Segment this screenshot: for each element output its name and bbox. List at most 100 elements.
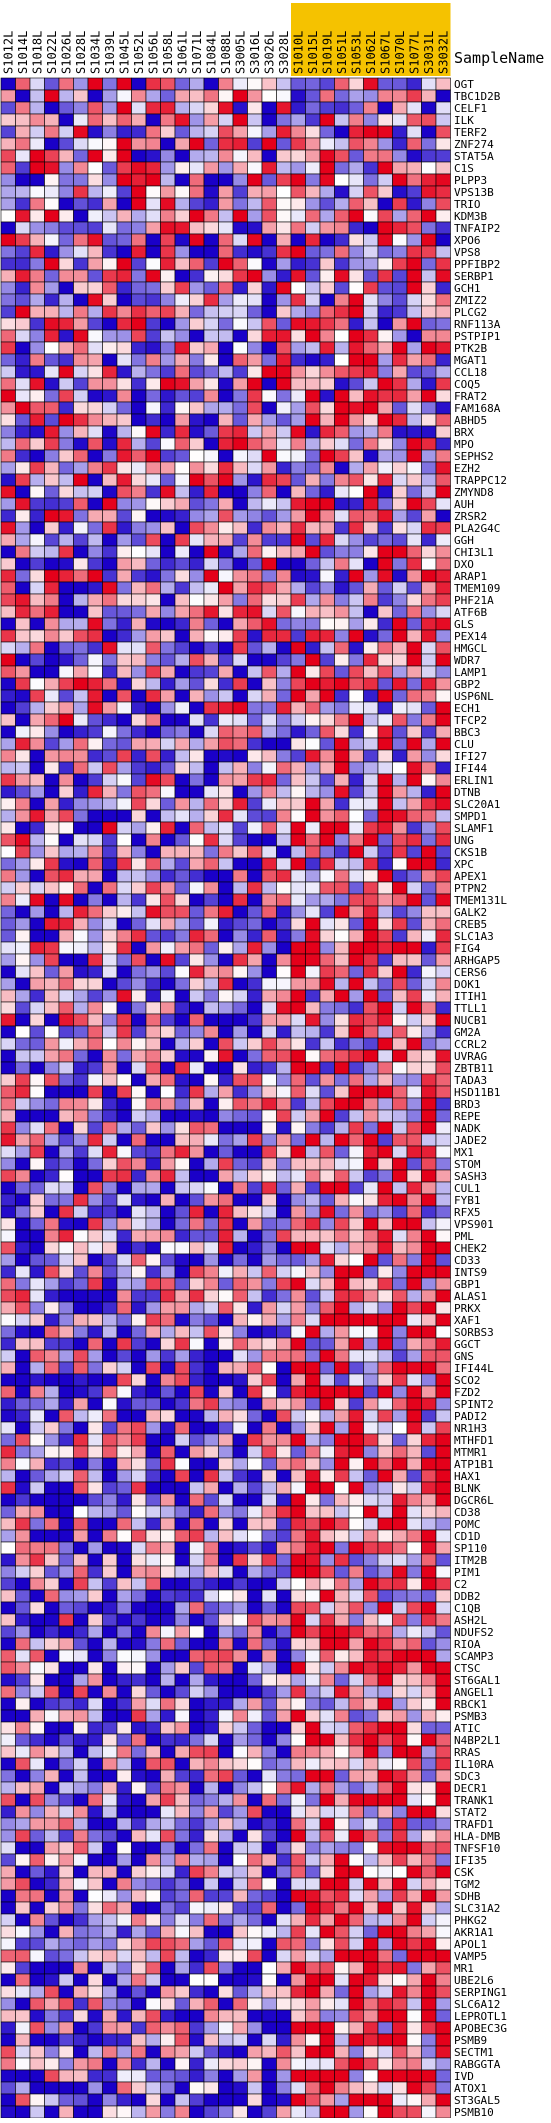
- heatmap-cell: [131, 1193, 147, 1207]
- heatmap-cell: [131, 521, 147, 535]
- heatmap-cell: [305, 1589, 321, 1603]
- heatmap-cell: [102, 1481, 118, 1495]
- heatmap-cell: [15, 1961, 31, 1975]
- heatmap-cell: [203, 1433, 219, 1447]
- heatmap-cell: [392, 701, 408, 715]
- heatmap-cell: [203, 149, 219, 163]
- heatmap-cell: [102, 701, 118, 715]
- heatmap-cell: [319, 1805, 335, 1819]
- heatmap-cell: [218, 1901, 234, 1915]
- heatmap-cell: [131, 509, 147, 523]
- heatmap-cell: [203, 1001, 219, 1015]
- heatmap-cell: [319, 77, 335, 91]
- heatmap-cell: [290, 89, 306, 103]
- heatmap-cell: [261, 821, 277, 835]
- heatmap-cell: [334, 413, 350, 427]
- heatmap-cell: [334, 653, 350, 667]
- heatmap-cell: [276, 737, 292, 751]
- heatmap-cell: [203, 1385, 219, 1399]
- heatmap-cell: [0, 377, 16, 391]
- heatmap-cell: [87, 521, 103, 535]
- heatmap-cell: [261, 1529, 277, 1543]
- heatmap-cell: [102, 1805, 118, 1819]
- heatmap-cell: [232, 1025, 248, 1039]
- heatmap-cell: [116, 1565, 132, 1579]
- heatmap-cell: [348, 1565, 364, 1579]
- sample-label-bg: [349, 3, 364, 76]
- heatmap-cell: [290, 533, 306, 547]
- heatmap-cell: [363, 977, 379, 991]
- heatmap-cell: [15, 509, 31, 523]
- heatmap-cell: [421, 1229, 437, 1243]
- heatmap-cell: [261, 1745, 277, 1759]
- heatmap-cell: [232, 185, 248, 199]
- heatmap-cell: [73, 485, 89, 499]
- heatmap-cell: [261, 1589, 277, 1603]
- heatmap-cell: [145, 281, 161, 295]
- heatmap-cell: [276, 809, 292, 823]
- heatmap-cell: [58, 1817, 74, 1831]
- heatmap-cell: [290, 161, 306, 175]
- heatmap-cell: [290, 341, 306, 355]
- heatmap-cell: [58, 1301, 74, 1315]
- heatmap-cell: [131, 677, 147, 691]
- heatmap-cell: [0, 1865, 16, 1879]
- heatmap-cell: [87, 905, 103, 919]
- heatmap-cell: [87, 737, 103, 751]
- heatmap-cell: [392, 1121, 408, 1135]
- heatmap-cell: [377, 869, 393, 883]
- heatmap-cell: [290, 821, 306, 835]
- heatmap-cell: [203, 1253, 219, 1267]
- heatmap-cell: [174, 1529, 190, 1543]
- heatmap-cell: [276, 833, 292, 847]
- heatmap-cell: [218, 545, 234, 559]
- heatmap-cell: [261, 1625, 277, 1639]
- heatmap-cell: [305, 1241, 321, 1255]
- heatmap-cell: [247, 1169, 263, 1183]
- heatmap-cell: [58, 773, 74, 787]
- heatmap-cell: [116, 281, 132, 295]
- heatmap-cell: [406, 1085, 422, 1099]
- heatmap-cell: [44, 1673, 60, 1687]
- heatmap-cell: [145, 1685, 161, 1699]
- heatmap-cell: [421, 893, 437, 907]
- heatmap-cell: [174, 785, 190, 799]
- heatmap-cell: [87, 509, 103, 523]
- heatmap-cell: [247, 1001, 263, 1015]
- heatmap-cell: [406, 401, 422, 415]
- heatmap-cell: [189, 1721, 205, 1735]
- heatmap-cell: [406, 941, 422, 955]
- heatmap-cell: [334, 1337, 350, 1351]
- heatmap-cell: [334, 1841, 350, 1855]
- heatmap-cell: [435, 1205, 451, 1219]
- heatmap-cell: [73, 1541, 89, 1555]
- heatmap-cell: [0, 1277, 16, 1291]
- heatmap-cell: [363, 569, 379, 583]
- heatmap-cell: [406, 1721, 422, 1735]
- heatmap-cell: [261, 1025, 277, 1039]
- heatmap-cell: [261, 1685, 277, 1699]
- heatmap-cell: [247, 1457, 263, 1471]
- heatmap-cell: [319, 545, 335, 559]
- heatmap-cell: [232, 1589, 248, 1603]
- heatmap-cell: [406, 617, 422, 631]
- heatmap-cell: [290, 269, 306, 283]
- heatmap-cell: [377, 1253, 393, 1267]
- heatmap-cell: [319, 1781, 335, 1795]
- heatmap-cell: [421, 1697, 437, 1711]
- heatmap-cell: [363, 989, 379, 1003]
- heatmap-cell: [377, 1361, 393, 1375]
- heatmap-cell: [87, 1169, 103, 1183]
- heatmap-cell: [29, 113, 45, 127]
- heatmap-cell: [305, 1097, 321, 1111]
- heatmap-cell: [203, 1565, 219, 1579]
- heatmap-cell: [73, 305, 89, 319]
- heatmap-cell: [145, 1073, 161, 1087]
- heatmap-cell: [334, 1097, 350, 1111]
- heatmap-cell: [58, 1469, 74, 1483]
- heatmap-cell: [174, 461, 190, 475]
- heatmap-cell: [276, 1397, 292, 1411]
- heatmap-cell: [276, 125, 292, 139]
- heatmap-cell: [232, 353, 248, 367]
- heatmap-cell: [247, 1373, 263, 1387]
